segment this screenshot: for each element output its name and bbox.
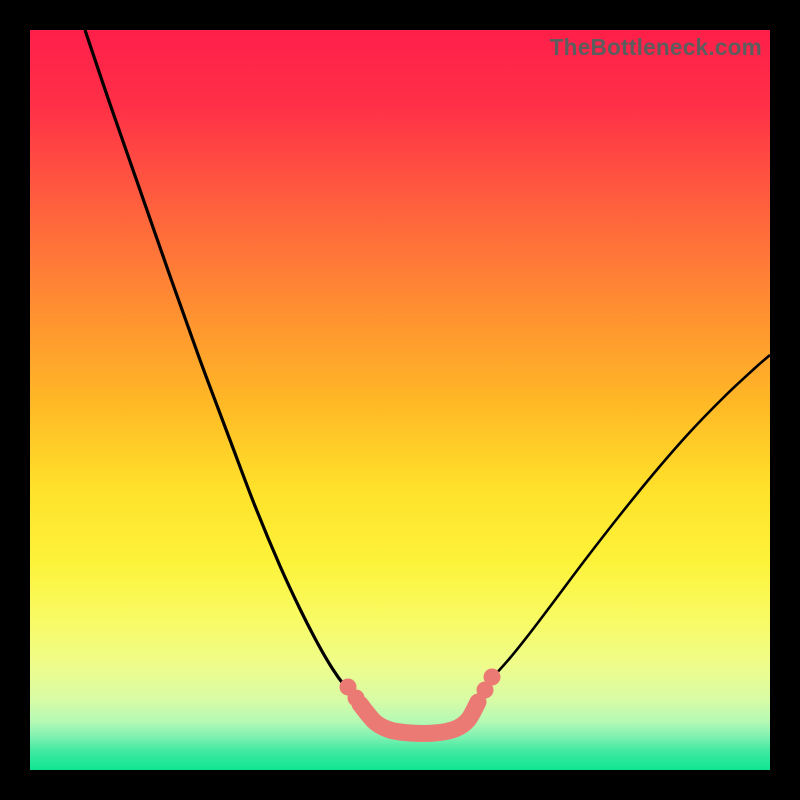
chart-frame: TheBottleneck.com bbox=[0, 0, 800, 800]
curve-right bbox=[480, 355, 770, 690]
watermark-text: TheBottleneck.com bbox=[550, 34, 762, 61]
curve-left bbox=[85, 30, 355, 697]
connector-dot bbox=[348, 690, 365, 707]
connector-dot bbox=[484, 669, 501, 686]
curves-layer bbox=[30, 30, 770, 770]
bottom-connector bbox=[360, 702, 478, 733]
plot-area: TheBottleneck.com bbox=[30, 30, 770, 770]
